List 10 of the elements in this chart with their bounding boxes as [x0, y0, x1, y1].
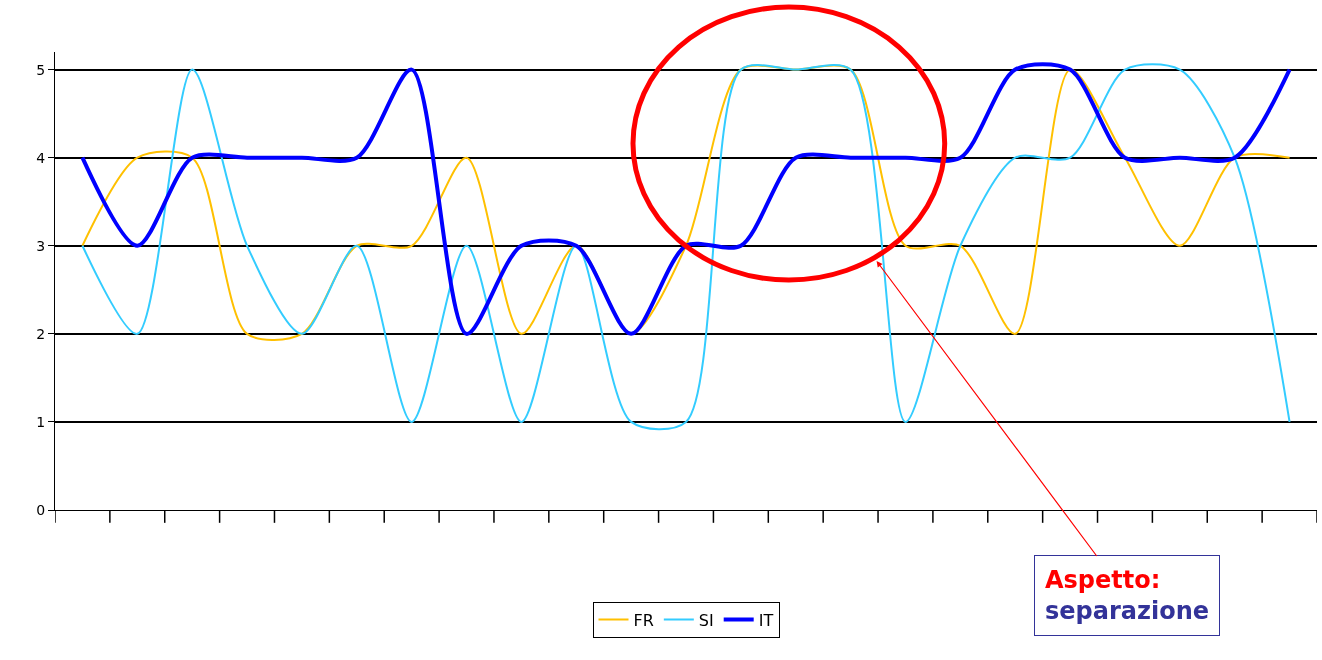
text: Aspetto: separazione	[1045, 566, 1210, 626]
y-tick-label: 0	[36, 501, 46, 518]
y-tick-label: 1	[36, 413, 46, 430]
y-tick-label: 5	[36, 61, 46, 78]
legend-label: IT	[758, 610, 774, 630]
y-tick-label: 2	[36, 325, 46, 342]
y-tick-label: 3	[36, 237, 46, 254]
legend-label: SI	[698, 610, 714, 630]
legend-label: FR	[633, 610, 654, 630]
y-tick-label: 4	[36, 149, 46, 166]
